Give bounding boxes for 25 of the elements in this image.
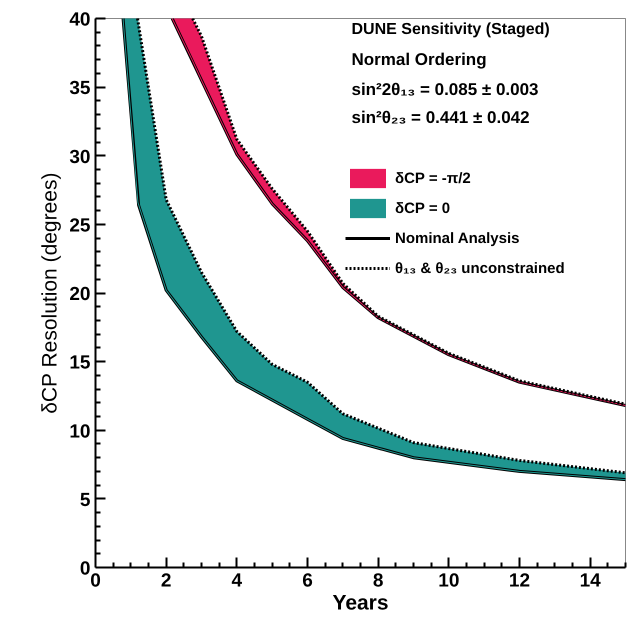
y-tick-label: 20 xyxy=(69,284,91,305)
x-tick-label: 12 xyxy=(508,570,530,592)
x-axis-title: Years xyxy=(332,592,389,614)
x-tick-label: 2 xyxy=(160,570,172,592)
y-axis-title: δCP Resolution (degrees) xyxy=(38,172,62,414)
y-tick-label: 15 xyxy=(69,352,91,374)
y-tick-label: 30 xyxy=(69,146,91,168)
x-tick-label: 8 xyxy=(372,570,384,592)
y-tick-label: 25 xyxy=(69,215,91,236)
x-tick-label: 10 xyxy=(438,570,460,592)
legend-label: Nominal Analysis xyxy=(395,230,520,246)
annotation: sin²θ₂₃ = 0.441 ± 0.042 xyxy=(352,108,530,127)
y-tick-label: 40 xyxy=(69,10,91,30)
x-tick-label: 6 xyxy=(302,570,313,592)
legend-label: δCP = -π/2 xyxy=(395,170,471,186)
x-tick-label: 4 xyxy=(232,570,243,592)
x-tick-label: 14 xyxy=(580,570,602,592)
legend-label: θ₁₃ & θ₂₃ unconstrained xyxy=(395,260,565,276)
annotation: Normal Ordering xyxy=(352,50,487,69)
legend-title: DUNE Sensitivity (Staged) xyxy=(352,21,550,38)
annotation: sin²2θ₁₃ = 0.085 ± 0.003 xyxy=(352,80,538,99)
legend-label: δCP = 0 xyxy=(395,200,450,216)
y-tick-label: 5 xyxy=(80,490,91,511)
y-tick-label: 35 xyxy=(69,78,91,100)
y-tick-label: 10 xyxy=(69,421,91,442)
